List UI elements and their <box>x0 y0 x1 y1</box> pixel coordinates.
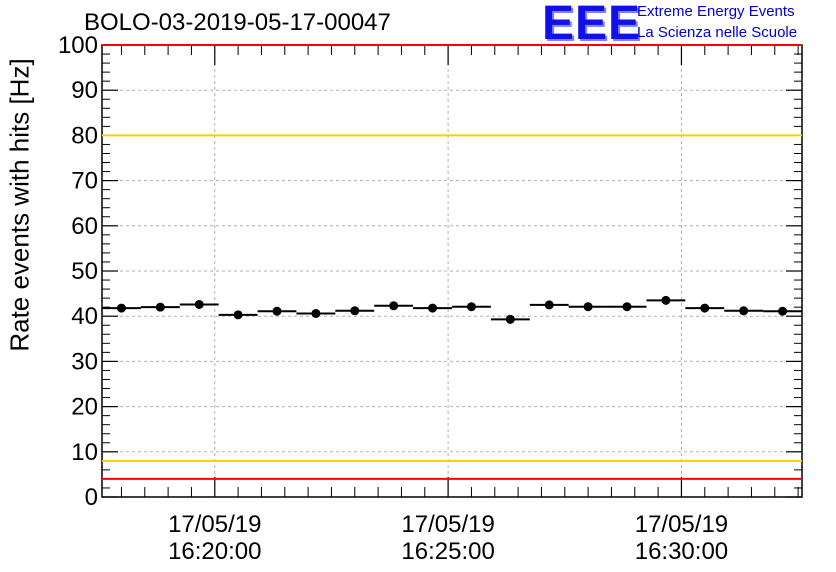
data-point <box>544 300 554 310</box>
data-point <box>505 314 515 324</box>
y-tick-label: 0 <box>85 484 98 511</box>
x-tick-label-date: 17/05/19 <box>168 511 261 538</box>
x-tick-label-time: 16:30:00 <box>635 538 728 565</box>
data-point <box>428 303 438 313</box>
logo-subtitle-line-2: La Scienza nelle Scuole <box>637 24 798 41</box>
x-tick-label-date: 17/05/19 <box>401 511 494 538</box>
data-point <box>389 301 399 311</box>
data-point <box>233 310 243 320</box>
y-tick-label: 10 <box>71 439 98 466</box>
y-tick-label: 30 <box>71 348 98 375</box>
x-tick-label-time: 16:25:00 <box>401 538 494 565</box>
y-tick-label: 40 <box>71 303 98 330</box>
data-point <box>583 302 593 312</box>
y-tick-label: 50 <box>71 258 98 285</box>
y-tick-label: 70 <box>71 168 98 195</box>
data-point <box>700 303 710 313</box>
data-point <box>194 299 204 309</box>
data-point <box>778 306 788 316</box>
y-axis-label: Rate events with hits [Hz] <box>4 58 35 352</box>
x-tick-label-time: 16:20:00 <box>168 538 261 565</box>
logo-subtitle-line-1: Extreme Energy Events <box>637 3 795 20</box>
y-tick-label: 100 <box>58 32 98 59</box>
data-point <box>311 308 321 318</box>
data-point <box>739 306 749 316</box>
data-point <box>661 295 671 305</box>
y-tick-label: 90 <box>71 77 98 104</box>
data-point <box>155 302 165 312</box>
data-point <box>272 306 282 316</box>
y-tick-label: 60 <box>71 213 98 240</box>
y-tick-label: 20 <box>71 394 98 421</box>
data-point <box>622 302 632 312</box>
chart-title: BOLO-03-2019-05-17-00047 <box>84 9 391 36</box>
data-point <box>116 303 126 313</box>
data-point <box>350 306 360 316</box>
data-point <box>466 302 476 312</box>
x-tick-label-date: 17/05/19 <box>635 511 728 538</box>
eee-logo: EEE <box>542 0 642 50</box>
y-tick-label: 80 <box>71 122 98 149</box>
